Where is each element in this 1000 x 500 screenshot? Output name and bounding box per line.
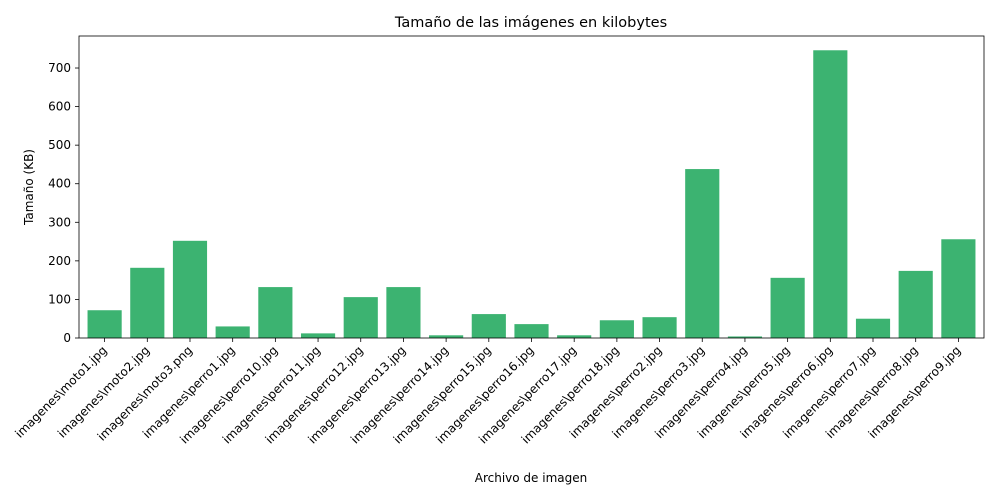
bar-12 bbox=[599, 320, 634, 338]
bar-3 bbox=[215, 326, 250, 338]
bar-4 bbox=[258, 287, 293, 338]
bar-5 bbox=[300, 333, 336, 338]
y-tick-label: 700 bbox=[48, 61, 71, 75]
bar-10 bbox=[514, 324, 549, 338]
y-tick-label: 300 bbox=[48, 215, 71, 229]
bar-7 bbox=[386, 287, 421, 338]
bar-0 bbox=[87, 310, 122, 338]
bars-group bbox=[87, 50, 976, 338]
bar-1 bbox=[130, 267, 165, 338]
y-axis: 0 100 200 300 400 500 600 700 bbox=[48, 61, 79, 345]
bar-6 bbox=[343, 297, 378, 338]
bar-2 bbox=[172, 240, 208, 338]
bar-13 bbox=[642, 317, 677, 338]
y-tick-label: 400 bbox=[48, 177, 71, 191]
bar-9 bbox=[471, 314, 506, 338]
bar-14 bbox=[685, 169, 720, 338]
bar-15 bbox=[727, 336, 763, 338]
bar-17 bbox=[813, 50, 848, 338]
bar-8 bbox=[429, 335, 464, 338]
bar-19 bbox=[898, 270, 933, 338]
x-axis-label: Archivo de imagen bbox=[475, 471, 587, 485]
bar-20 bbox=[941, 239, 976, 338]
y-tick-label: 200 bbox=[48, 254, 71, 268]
y-tick-label: 100 bbox=[48, 292, 71, 306]
y-tick-label: 600 bbox=[48, 100, 71, 114]
bar-16 bbox=[770, 277, 805, 338]
chart-title: Tamaño de las imágenes en kilobytes bbox=[394, 15, 667, 31]
y-tick-label: 0 bbox=[63, 331, 71, 345]
y-axis-label: Tamaño (KB) bbox=[22, 149, 36, 226]
x-axis: imagenes\moto1.jpgimagenes\moto2.jpgimag… bbox=[12, 338, 964, 446]
plot-frame bbox=[78, 35, 985, 339]
bar-18 bbox=[855, 318, 891, 338]
y-tick-label: 500 bbox=[48, 138, 71, 152]
bar-11 bbox=[557, 335, 592, 338]
